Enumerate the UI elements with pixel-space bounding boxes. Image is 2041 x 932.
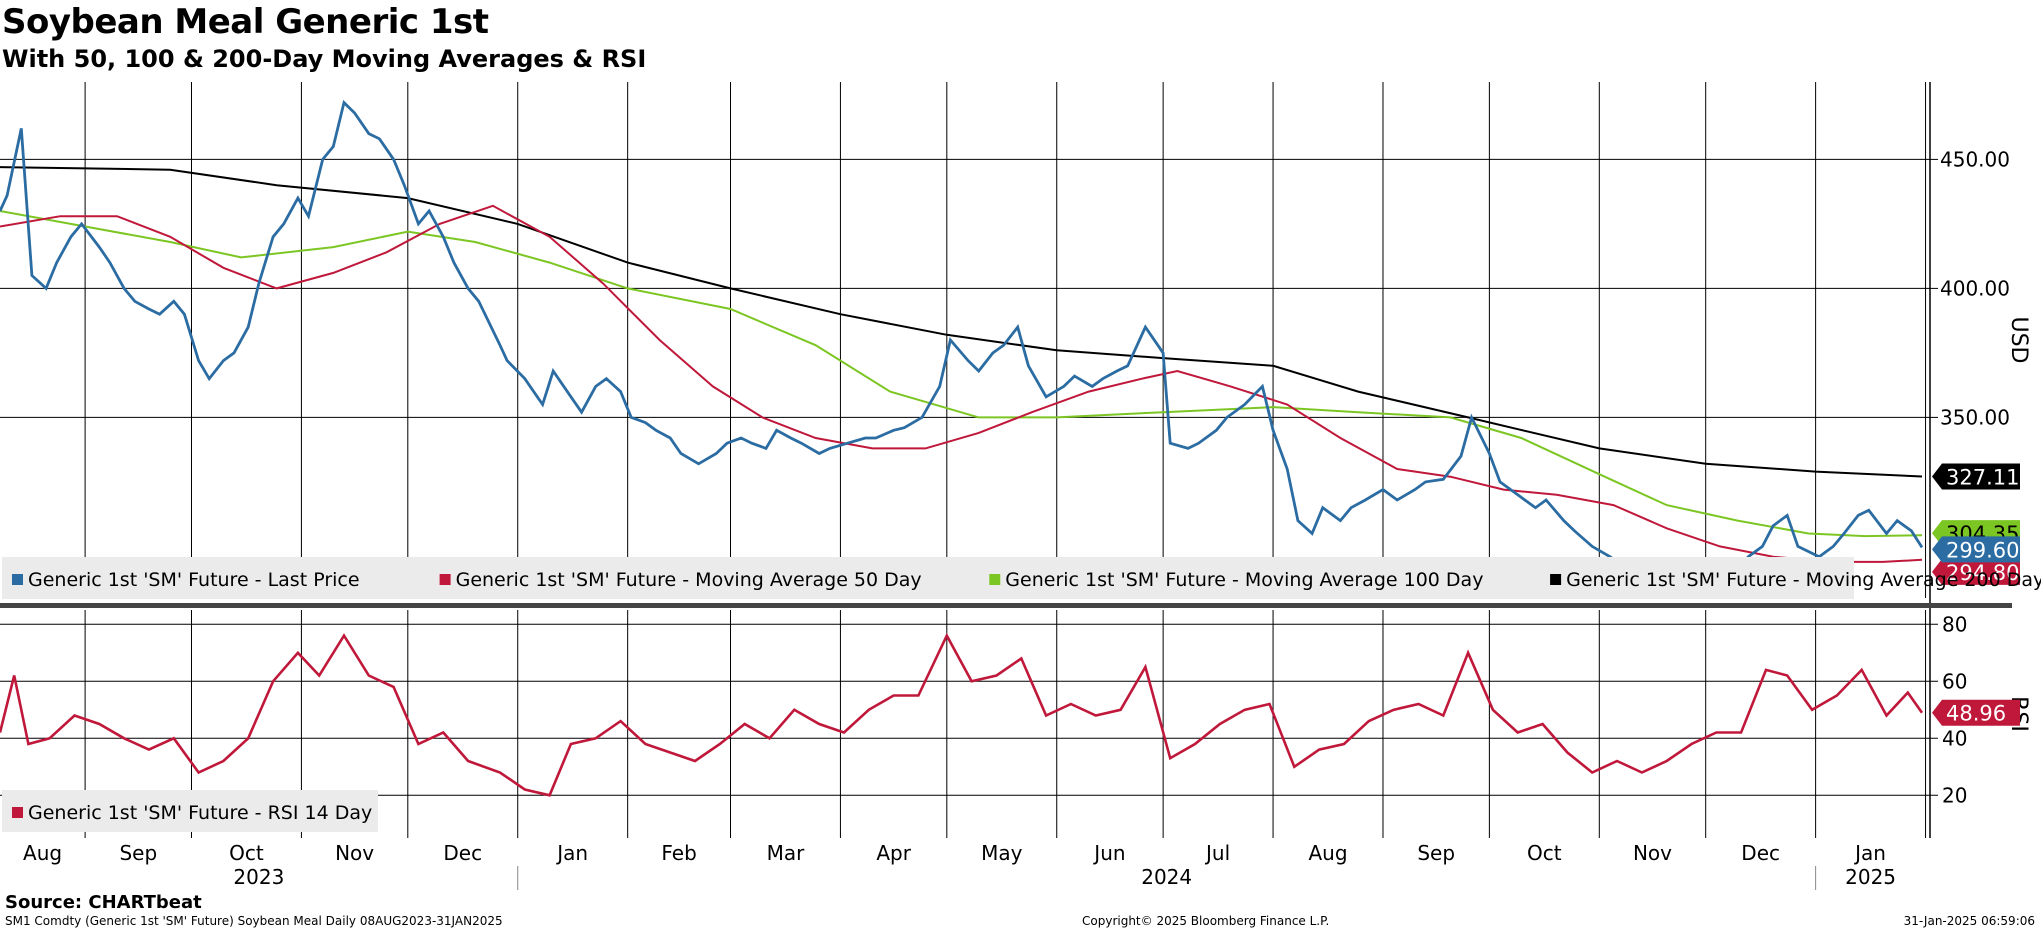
x-year-label: 2023 <box>233 865 284 889</box>
x-month-label: May <box>981 841 1023 865</box>
chart-title: Soybean Meal Generic 1st <box>2 2 489 42</box>
x-month-label: Oct <box>229 841 264 865</box>
x-month-label: Oct <box>1527 841 1562 865</box>
rsi-tick-label: 20 <box>1942 783 1967 807</box>
price-axis-title: USD <box>2006 316 2031 363</box>
price-tick-label: 400.00 <box>1940 276 2010 300</box>
series-line-last-price <box>0 99 1924 579</box>
x-month-label: Jan <box>1853 841 1886 865</box>
price-tick-label: 350.00 <box>1940 405 2010 429</box>
last-label-ma50-text: 294.80 <box>1946 561 2019 585</box>
rsi-tick-label: 40 <box>1942 726 1967 750</box>
x-month-label: Feb <box>661 841 696 865</box>
price-tick-label: 450.00 <box>1940 147 2010 171</box>
series-line-rsi <box>0 632 1924 797</box>
x-month-label: Aug <box>1308 841 1347 865</box>
last-label-ma50-box <box>1932 558 2020 585</box>
last-label-ma50: 294.80 <box>1932 558 2020 585</box>
x-month-label: Mar <box>767 841 806 865</box>
x-month-label: Apr <box>876 841 911 865</box>
x-month-label: Dec <box>1741 841 1780 865</box>
rsi-tick-label: 60 <box>1942 669 1967 693</box>
legend-price-swatch <box>989 574 1001 585</box>
x-year-label: 2024 <box>1141 865 1192 889</box>
legend-rsi-swatch <box>12 807 23 818</box>
series-line-ma50 <box>0 204 1923 563</box>
legend-rsi-entry: Generic 1st 'SM' Future - RSI 14 Day <box>28 802 372 824</box>
x-month-label: Sep <box>119 841 157 865</box>
last-label-ma200: 327.11 <box>1932 463 2020 490</box>
legend-price-swatch <box>12 574 23 585</box>
last-label-last-price-text: 299.60 <box>1946 538 2019 562</box>
legend-price-entry: Generic 1st 'SM' Future - Moving Average… <box>456 569 922 591</box>
last-label-last-price-box <box>1932 536 2020 563</box>
source-label: Source: CHARTbeat <box>5 892 202 913</box>
legend-price-entry: Generic 1st 'SM' Future - Last Price <box>28 569 360 591</box>
chart-subtitle: With 50, 100 & 200-Day Moving Averages &… <box>2 45 647 73</box>
legend-price-bg <box>2 557 1854 599</box>
footer-copyright: Copyright© 2025 Bloomberg Finance L.P. <box>1082 914 1330 928</box>
rsi-tick-label: 80 <box>1942 612 1967 636</box>
x-month-label: Dec <box>443 841 482 865</box>
x-month-label: Jun <box>1092 841 1125 865</box>
legend-price-entry: Generic 1st 'SM' Future - Moving Average… <box>1566 569 2041 591</box>
legend-rsi-bg <box>2 790 378 832</box>
x-month-label: Aug <box>23 841 62 865</box>
last-label-ma200-text: 327.11 <box>1946 465 2019 489</box>
footer-timestamp: 31-Jan-2025 06:59:06 <box>1903 914 2035 928</box>
legend-price-entry: Generic 1st 'SM' Future - Moving Average… <box>1005 569 1483 591</box>
series-line-ma200 <box>0 166 1923 478</box>
x-month-label: Sep <box>1417 841 1455 865</box>
series-line-ma100 <box>0 210 1923 538</box>
x-year-label: 2025 <box>1845 865 1896 889</box>
legend-price-swatch <box>439 574 451 585</box>
footer-ticker-info: SM1 Comdty (Generic 1st 'SM' Future) Soy… <box>5 914 503 928</box>
panel-divider <box>0 603 2012 608</box>
last-label-rsi-text: 48.96 <box>1946 702 2006 726</box>
last-label-ma200-box <box>1932 463 2020 490</box>
last-label-last-price: 299.60 <box>1932 536 2020 563</box>
x-month-label: Nov <box>1633 841 1672 865</box>
last-label-rsi: 48.96 <box>1932 699 2020 726</box>
last-label-rsi-box <box>1932 699 2020 726</box>
x-month-label: Nov <box>335 841 374 865</box>
legend-price-swatch <box>1550 574 1562 585</box>
x-month-label: Jan <box>555 841 588 865</box>
x-month-label: Jul <box>1204 841 1230 865</box>
